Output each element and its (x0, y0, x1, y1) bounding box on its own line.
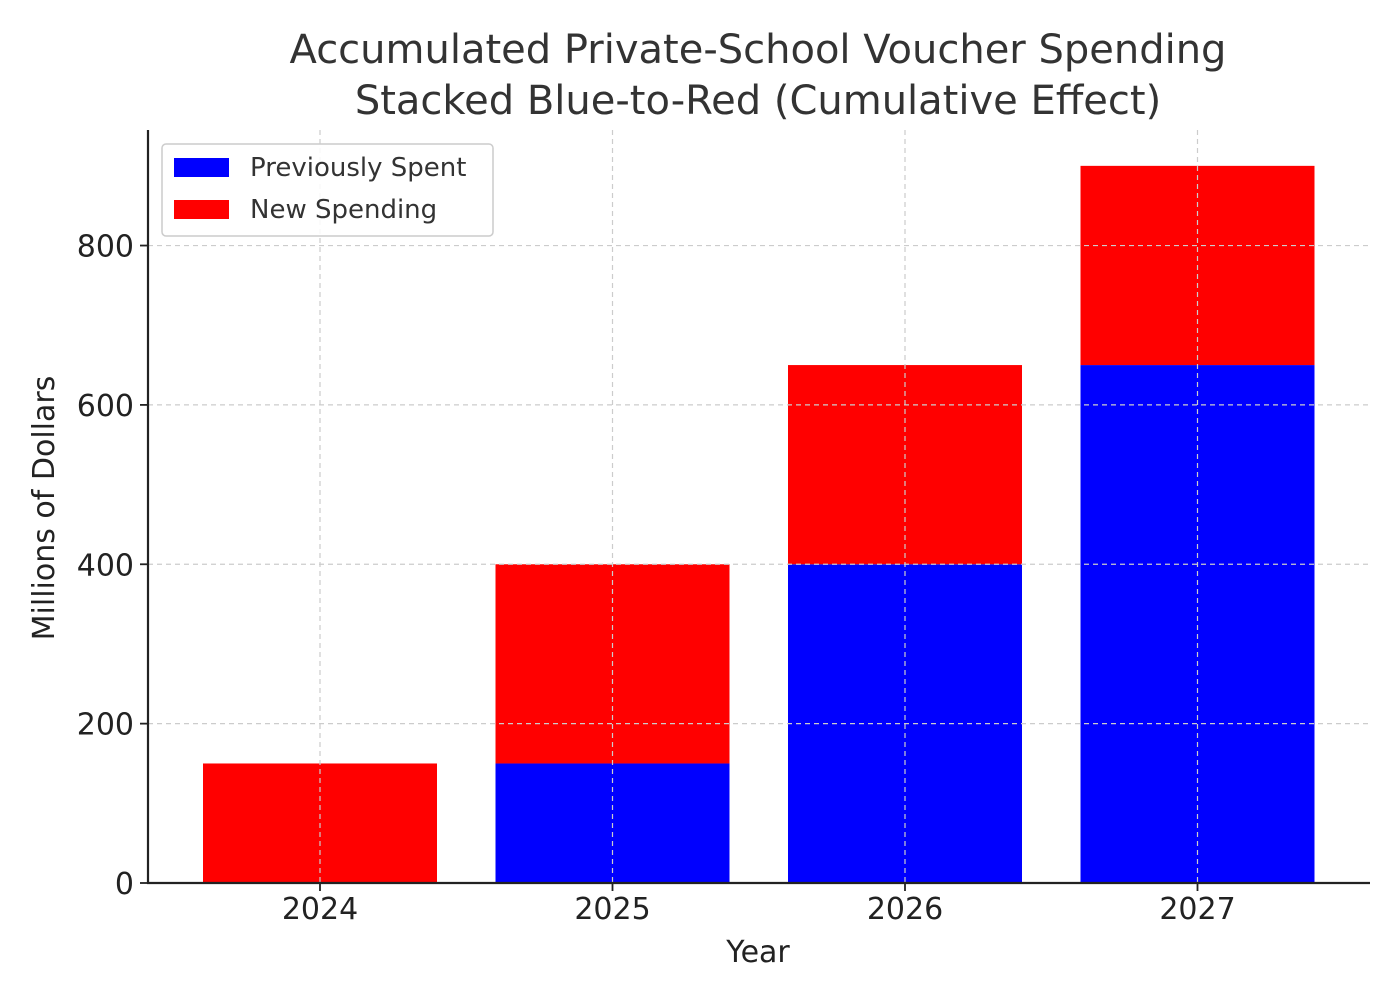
legend: Previously Spent New Spending (161, 143, 494, 237)
legend-frame (161, 143, 494, 237)
bars (203, 165, 1315, 884)
y-tick-label-800: 800 (77, 230, 134, 265)
chart-title-line-2: Stacked Blue-to-Red (Cumulative Effect) (355, 78, 1161, 124)
chart-title-line-1: Accumulated Private-School Voucher Spend… (290, 27, 1227, 73)
x-axis-label: Year (725, 935, 790, 970)
y-tick-label-200: 200 (77, 708, 134, 743)
y-axis-label: Millions of Dollars (27, 376, 62, 641)
legend-label-new-spending: New Spending (250, 195, 437, 225)
axes (146, 130, 1370, 885)
x-tick-label-2025: 2025 (574, 892, 650, 927)
y-tick-label-0: 0 (115, 867, 134, 902)
legend-swatch-new-spending (174, 200, 229, 219)
legend-swatch-previously-spent (174, 158, 229, 177)
x-tick-label-2024: 2024 (282, 892, 358, 927)
vertical-grid (319, 130, 1199, 883)
ticks: 0 200 400 600 800 2024 2025 2026 2027 (77, 230, 1236, 927)
horizontal-grid-overlay (148, 244, 1370, 725)
legend-label-previously-spent: Previously Spent (250, 153, 466, 183)
y-tick-label-600: 600 (77, 389, 134, 424)
x-tick-label-2027: 2027 (1159, 892, 1235, 927)
x-tick-label-2026: 2026 (867, 892, 943, 927)
y-tick-label-400: 400 (77, 548, 134, 583)
